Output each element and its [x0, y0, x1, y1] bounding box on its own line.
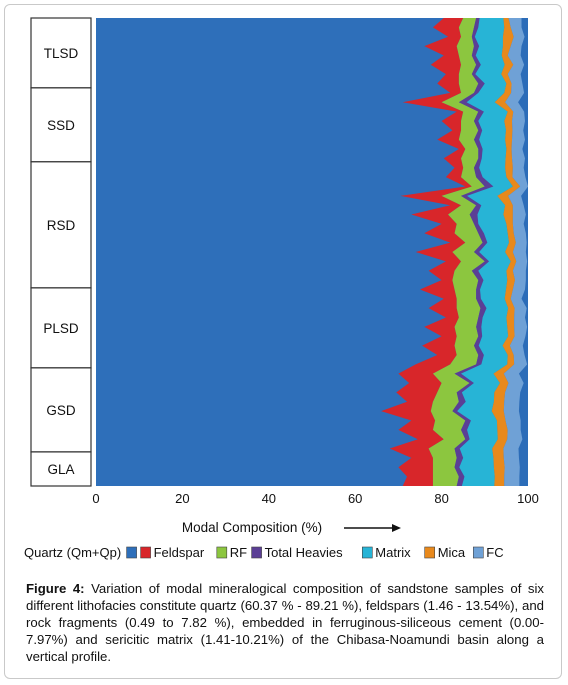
legend-swatch-quartz-qm-qp — [126, 546, 137, 559]
legend-label-rf: RF — [230, 545, 247, 560]
area-layers — [96, 18, 528, 486]
facies-label-rsd: RSD — [47, 218, 76, 233]
legend-label-fc: FC — [486, 545, 503, 560]
legend-label-quartz-qm-qp: Quartz (Qm+Qp) — [24, 545, 121, 560]
legend-swatch-mica — [424, 546, 436, 559]
area-feldspar — [381, 18, 472, 486]
legend-label-total-heavies: Total Heavies — [265, 545, 344, 560]
figure-caption: Figure 4: Variation of modal mineralogic… — [26, 580, 544, 665]
area-mica — [491, 18, 521, 486]
facies-label-tlsd: TLSD — [44, 46, 79, 61]
x-tick-label: 20 — [175, 491, 189, 506]
area-rf — [428, 18, 485, 486]
legend-label-feldspar: Feldspar — [154, 545, 205, 560]
x-axis-arrow-head — [392, 524, 401, 532]
caption-lead: Figure 4: — [26, 581, 85, 596]
x-tick-label: 0 — [92, 491, 99, 506]
x-tick-label: 100 — [517, 491, 539, 506]
area-quartz-qm-qp — [96, 18, 466, 486]
legend-swatch-total-heavies — [251, 546, 262, 559]
area-matrix — [457, 18, 513, 486]
facies-label-gla: GLA — [47, 462, 74, 477]
legend-swatch-fc — [472, 546, 484, 559]
facies-box-gsd — [30, 367, 92, 453]
facies-box-gla — [30, 451, 92, 487]
facies-label-gsd: GSD — [46, 403, 76, 418]
x-tick-label: 40 — [262, 491, 276, 506]
caption-text: Variation of modal mineralogical composi… — [26, 581, 545, 664]
area-fc — [503, 18, 528, 486]
x-tick-label: 80 — [434, 491, 448, 506]
facies-label-ssd: SSD — [47, 118, 75, 133]
legend: Quartz (Qm+Qp) Feldspar RF Total Heavies Mat… — [24, 545, 504, 560]
x-axis: 0 20 40 60 80 100 Modal Composition (%) — [92, 491, 538, 535]
legend-swatch-matrix — [361, 546, 373, 559]
x-axis-label: Modal Composition (%) — [182, 520, 322, 535]
figure-area: TLSD SSD RSD PLSD GSD GLA 0 20 40 60 80 100 Modal C… — [24, 17, 539, 560]
legend-label-mica: Mica — [438, 545, 466, 560]
facies-label-plsd: PLSD — [43, 321, 79, 336]
stacked-area-chart: TLSD SSD RSD PLSD GSD GLA 0 20 40 60 80 100 Modal C… — [24, 17, 539, 560]
legend-label-matrix: Matrix — [375, 545, 411, 560]
facies-panel: TLSD SSD RSD PLSD GSD GLA — [30, 17, 92, 487]
legend-swatch-feldspar — [140, 546, 151, 559]
x-tick-label: 60 — [348, 491, 362, 506]
legend-swatch-rf — [216, 546, 228, 559]
